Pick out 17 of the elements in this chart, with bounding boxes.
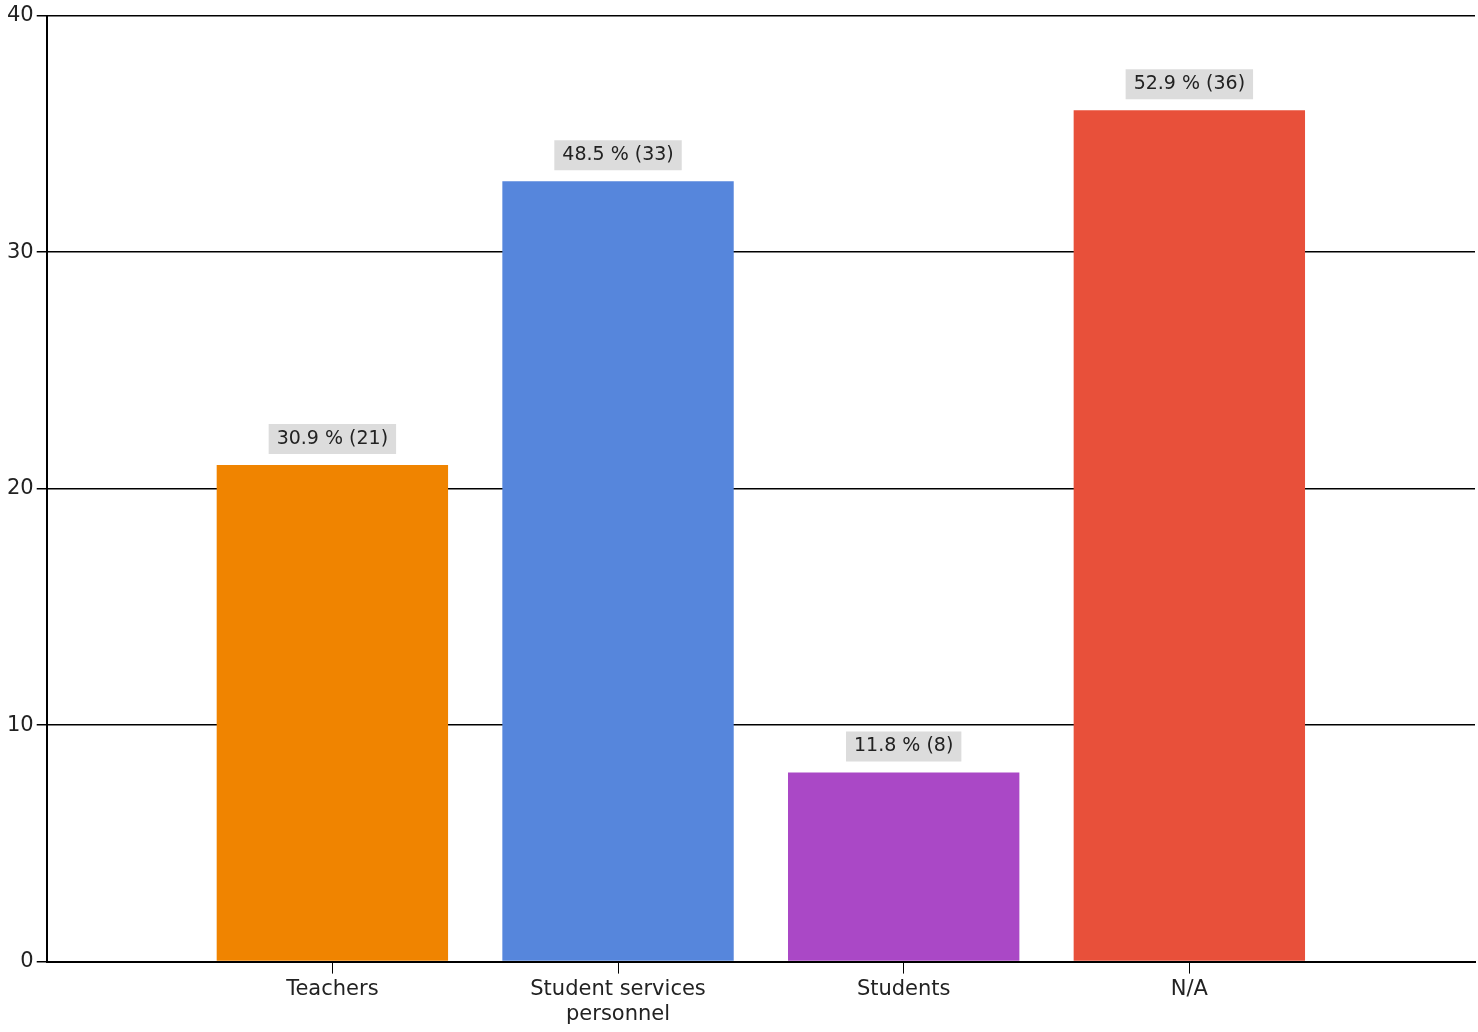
- bar: [1073, 110, 1306, 961]
- data-label: 30.9 % (21): [276, 425, 389, 448]
- x-tick-label: Teachers: [285, 975, 379, 1000]
- y-tick-label: 40: [6, 2, 34, 27]
- bar: [788, 772, 1020, 961]
- bar: [502, 181, 734, 961]
- data-label: 11.8 % (8): [854, 733, 954, 756]
- data-label: 48.5 % (33): [562, 142, 674, 165]
- y-tick-label: 30: [6, 238, 34, 263]
- data-label: 52.9 % (36): [1133, 71, 1246, 94]
- y-tick-label: 10: [6, 711, 34, 736]
- x-tick-label: Students: [856, 975, 951, 1000]
- y-tick-label: 0: [20, 948, 34, 973]
- y-tick-label: 20: [6, 475, 34, 500]
- bar: [216, 464, 449, 961]
- x-tick-label: Student services personnel: [530, 975, 706, 1025]
- x-tick-label: N/A: [1170, 975, 1209, 1000]
